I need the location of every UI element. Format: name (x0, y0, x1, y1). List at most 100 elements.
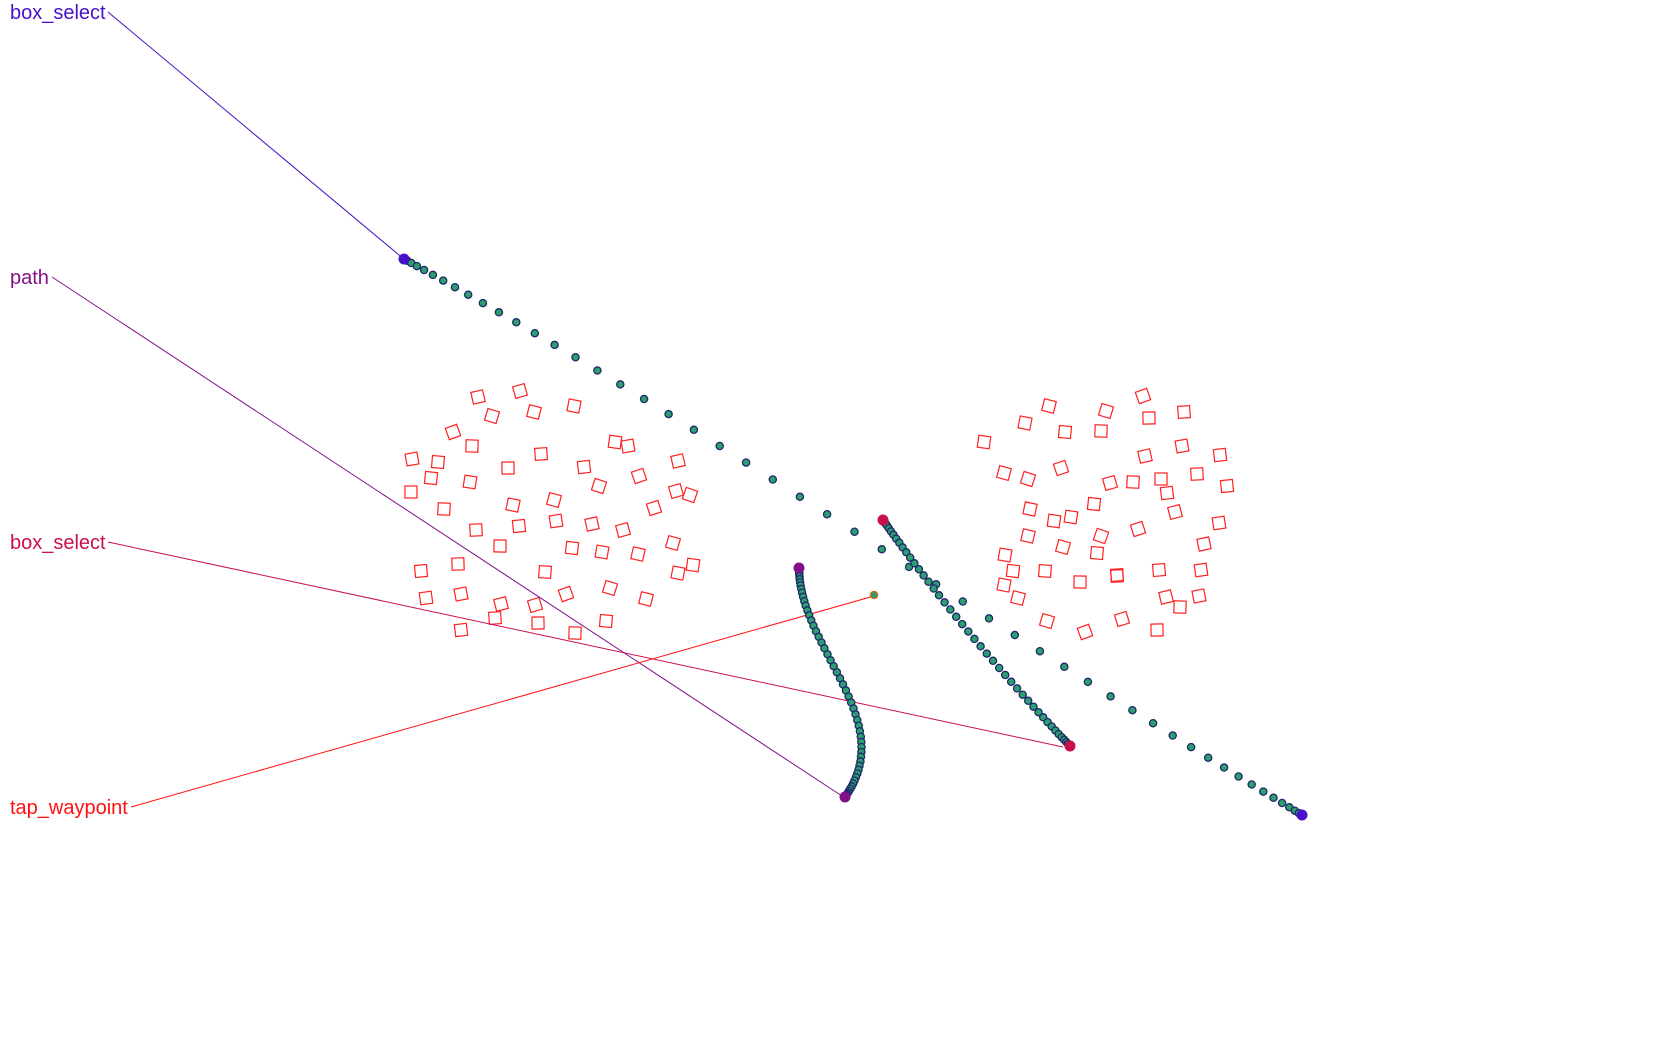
trajectory-point (1010, 630, 1020, 640)
trajectory-point (1234, 772, 1243, 781)
trajectory-point (715, 441, 724, 451)
right-target-14 (1019, 470, 1037, 488)
trajectory-point (593, 366, 602, 375)
left-target-52 (511, 382, 529, 400)
right-target-42 (1009, 589, 1027, 607)
left-target-46 (568, 626, 582, 640)
trajectory-point (982, 649, 992, 658)
trajectory-point (1018, 690, 1027, 699)
right-target-2 (1040, 397, 1058, 415)
right-target-38 (1157, 588, 1175, 606)
left-target-40 (557, 585, 575, 603)
right-target-49 (1159, 485, 1175, 501)
left-target-30 (594, 544, 610, 560)
trajectory-point (994, 663, 1004, 673)
left-target-49 (453, 622, 469, 638)
trajectory-point (964, 627, 973, 636)
label-leader-lines (51, 11, 1064, 808)
right-target-32 (1037, 563, 1053, 579)
left-target-42 (637, 590, 655, 608)
trajectory-point (988, 656, 998, 666)
tap-waypoint-marker (869, 590, 879, 600)
trajectory-point (1259, 787, 1268, 796)
trajectory-point (951, 612, 961, 622)
left-target-28 (664, 534, 682, 552)
trajectory-point (412, 261, 422, 271)
trajectory-end (1296, 809, 1308, 821)
right-target-48 (1109, 567, 1125, 583)
right-target-8 (1176, 404, 1192, 420)
right-target-45 (1089, 545, 1105, 561)
left-target-37 (453, 586, 469, 602)
trajectory-point (571, 353, 580, 362)
leader-line-1 (51, 276, 846, 799)
right-target-18 (1086, 496, 1102, 512)
left-target-8 (533, 446, 549, 462)
right-target-15 (995, 464, 1013, 482)
leader-line-3 (130, 595, 875, 808)
trajectory-point (550, 340, 559, 350)
left-target-18 (423, 470, 439, 486)
trajectory-point (957, 619, 967, 629)
right-target-4 (976, 434, 992, 450)
right-target-40 (1076, 623, 1094, 641)
trajectory-point (984, 614, 994, 623)
right-target-19 (1126, 475, 1140, 489)
trajectory-point (1247, 780, 1256, 789)
right-target-17 (1063, 509, 1079, 525)
trajectory-point (1203, 753, 1213, 762)
leader-line-2 (107, 541, 1064, 748)
trajectory-point (428, 270, 438, 280)
right-target-6 (1094, 424, 1108, 438)
trajectory-point (1023, 696, 1033, 706)
trajectory-point (914, 564, 924, 574)
trajectory-2 (877, 514, 1076, 752)
trajectory-point (976, 642, 985, 651)
trajectory-point (1219, 763, 1229, 772)
trajectory-point (478, 298, 488, 308)
trajectory-point (1060, 662, 1069, 672)
right-target-0 (1134, 387, 1152, 405)
right-target-43 (996, 577, 1012, 593)
right-target-36 (1193, 562, 1209, 578)
trajectory-point (1186, 742, 1196, 752)
trajectory-point (1000, 670, 1010, 680)
trajectory-point (419, 265, 429, 275)
gesture-label-tap-waypoint: tap_waypoint (10, 797, 128, 819)
trajectory-point (919, 571, 928, 580)
right-target-28 (1054, 538, 1072, 556)
left-target-5 (430, 454, 446, 470)
left-target-47 (531, 616, 545, 630)
left-target-15 (545, 491, 563, 509)
left-target-45 (598, 613, 614, 629)
gesture-label-box-select-2: box_select (10, 532, 106, 554)
trajectory-point (494, 308, 504, 317)
gesture-label-path: path (10, 267, 49, 289)
right-target-44 (1046, 513, 1062, 529)
left-target-22 (511, 518, 527, 534)
right-target-21 (1190, 467, 1204, 481)
trajectory-point (512, 318, 521, 327)
trajectory-point (1029, 702, 1038, 711)
trajectory-start (398, 253, 410, 265)
right-target-13 (1052, 459, 1070, 477)
right-target-37 (1191, 588, 1207, 604)
left-target-25 (614, 521, 632, 539)
trajectory-point (1128, 705, 1137, 715)
trajectory-point (438, 276, 448, 285)
trajectory-point (946, 605, 955, 614)
left-target-51 (470, 389, 486, 405)
right-target-25 (1166, 503, 1184, 521)
trajectory-point (877, 545, 887, 554)
trajectory-point (463, 290, 473, 299)
left-target-24 (584, 516, 600, 532)
left-target-10 (620, 438, 636, 454)
right-target-3 (1017, 415, 1033, 431)
left-target-36 (418, 590, 434, 606)
trajectory-point (1269, 793, 1278, 803)
left-target-19 (437, 502, 451, 516)
leader-line-0 (107, 11, 406, 261)
right-target-30 (997, 547, 1013, 563)
right-target-11 (1137, 448, 1153, 464)
